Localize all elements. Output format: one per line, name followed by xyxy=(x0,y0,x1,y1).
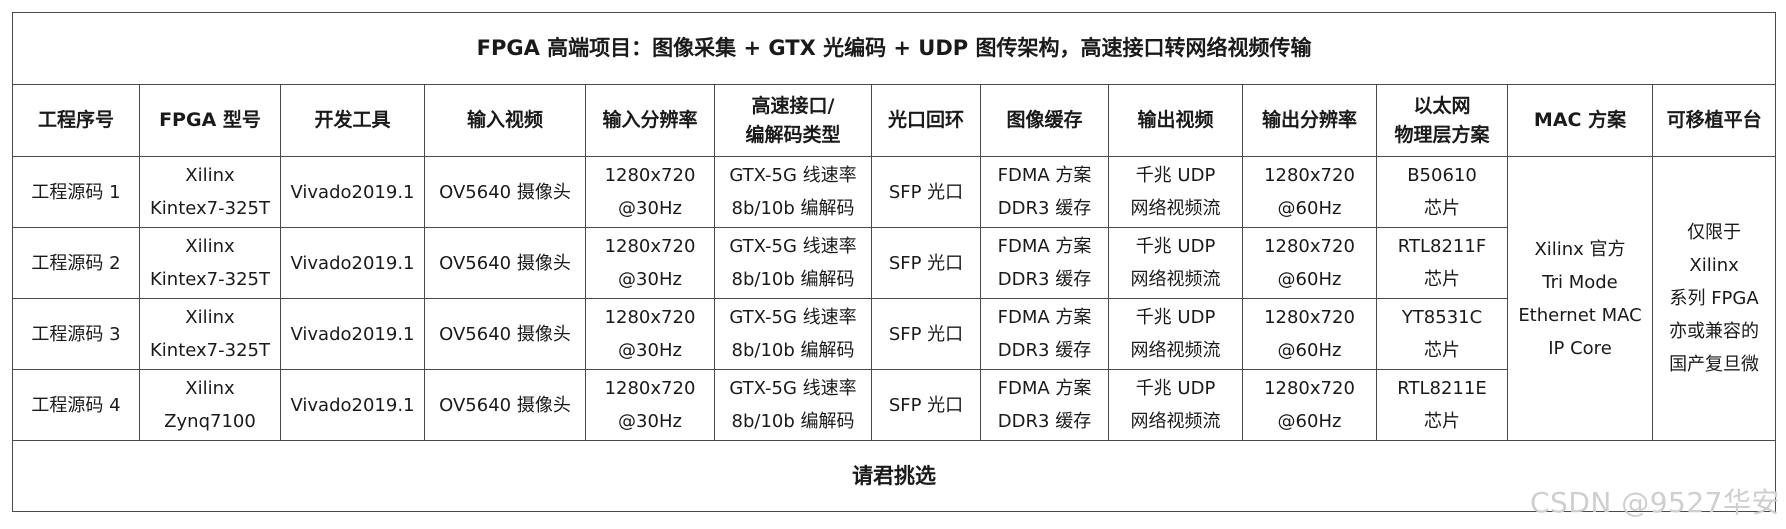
cell-phy: YT8531C 芯片 xyxy=(1376,298,1508,370)
table-footer: 请君挑选 xyxy=(11,440,1777,512)
header-portable-platform: 可移植平台 xyxy=(1651,84,1777,157)
header-output-video: 输出视频 xyxy=(1108,84,1243,157)
cell-output-video: 千兆 UDP 网络视频流 xyxy=(1108,369,1243,441)
cell-tool: Vivado2019.1 xyxy=(280,369,425,441)
cell-input-video: OV5640 摄像头 xyxy=(424,298,586,370)
cell-output-video: 千兆 UDP 网络视频流 xyxy=(1108,227,1243,299)
cell-project: 工程源码 4 xyxy=(12,369,140,441)
project-comparison-table: FPGA 高端项目：图像采集 + GTX 光编码 + UDP 图传架构，高速接口… xyxy=(11,12,1777,512)
header-dev-tool: 开发工具 xyxy=(280,84,425,157)
cell-loopback: SFP 光口 xyxy=(871,227,981,299)
table-row: 工程源码 4 Xilinx Zynq7100 Vivado2019.1 OV56… xyxy=(12,369,1776,441)
cell-output-video: 千兆 UDP 网络视频流 xyxy=(1108,298,1243,370)
cell-buffer: FDMA 方案 DDR3 缓存 xyxy=(980,298,1109,370)
cell-input-resolution: 1280x720 @30Hz xyxy=(585,298,715,370)
cell-tool: Vivado2019.1 xyxy=(280,227,425,299)
cell-tool: Vivado2019.1 xyxy=(280,156,425,228)
table-row: 工程源码 2 Xilinx Kintex7-325T Vivado2019.1 … xyxy=(12,227,1776,299)
cell-mac-scheme: Xilinx 官方 Tri Mode Ethernet MAC IP Core xyxy=(1507,156,1653,441)
cell-portable-platform: 仅限于 Xilinx 系列 FPGA 亦或兼容的 国产复旦微 xyxy=(1651,156,1777,441)
cell-input-video: OV5640 摄像头 xyxy=(424,156,586,228)
header-mac-scheme: MAC 方案 xyxy=(1507,84,1653,157)
cell-input-resolution: 1280x720 @30Hz xyxy=(585,156,715,228)
cell-output-resolution: 1280x720 @60Hz xyxy=(1242,156,1377,228)
cell-interface: GTX-5G 线速率 8b/10b 编解码 xyxy=(714,227,872,299)
cell-phy: RTL8211F 芯片 xyxy=(1376,227,1508,299)
cell-loopback: SFP 光口 xyxy=(871,298,981,370)
header-optical-loopback: 光口回环 xyxy=(871,84,981,157)
cell-phy: RTL8211E 芯片 xyxy=(1376,369,1508,441)
cell-output-video: 千兆 UDP 网络视频流 xyxy=(1108,156,1243,228)
cell-buffer: FDMA 方案 DDR3 缓存 xyxy=(980,227,1109,299)
header-image-buffer: 图像缓存 xyxy=(980,84,1109,157)
header-ethernet-phy: 以太网 物理层方案 xyxy=(1376,84,1508,157)
cell-buffer: FDMA 方案 DDR3 缓存 xyxy=(980,156,1109,228)
cell-fpga: Xilinx Kintex7-325T xyxy=(139,156,281,228)
cell-project: 工程源码 1 xyxy=(12,156,140,228)
cell-fpga: Xilinx Zynq7100 xyxy=(139,369,281,441)
header-project-id: 工程序号 xyxy=(12,84,140,157)
cell-buffer: FDMA 方案 DDR3 缓存 xyxy=(980,369,1109,441)
header-fpga-model: FPGA 型号 xyxy=(139,84,281,157)
header-input-video: 输入视频 xyxy=(424,84,586,157)
footer-row: 请君挑选 xyxy=(11,440,1777,512)
cell-fpga: Xilinx Kintex7-325T xyxy=(139,227,281,299)
cell-fpga: Xilinx Kintex7-325T xyxy=(139,298,281,370)
cell-output-resolution: 1280x720 @60Hz xyxy=(1242,227,1377,299)
cell-output-resolution: 1280x720 @60Hz xyxy=(1242,298,1377,370)
cell-project: 工程源码 2 xyxy=(12,227,140,299)
cell-input-resolution: 1280x720 @30Hz xyxy=(585,369,715,441)
cell-output-resolution: 1280x720 @60Hz xyxy=(1242,369,1377,441)
title-row: FPGA 高端项目：图像采集 + GTX 光编码 + UDP 图传架构，高速接口… xyxy=(11,12,1777,85)
table-row: 工程源码 3 Xilinx Kintex7-325T Vivado2019.1 … xyxy=(12,298,1776,370)
cell-loopback: SFP 光口 xyxy=(871,369,981,441)
cell-interface: GTX-5G 线速率 8b/10b 编解码 xyxy=(714,298,872,370)
cell-project: 工程源码 3 xyxy=(12,298,140,370)
cell-interface: GTX-5G 线速率 8b/10b 编解码 xyxy=(714,369,872,441)
header-output-resolution: 输出分辨率 xyxy=(1242,84,1377,157)
table-title: FPGA 高端项目：图像采集 + GTX 光编码 + UDP 图传架构，高速接口… xyxy=(11,12,1777,85)
header-interface-type: 高速接口/ 编解码类型 xyxy=(714,84,872,157)
cell-tool: Vivado2019.1 xyxy=(280,298,425,370)
cell-input-video: OV5640 摄像头 xyxy=(424,369,586,441)
header-row: 工程序号 FPGA 型号 开发工具 输入视频 输入分辨率 高速接口/ 编解码类型… xyxy=(12,84,1777,157)
cell-loopback: SFP 光口 xyxy=(871,156,981,228)
csdn-watermark: CSDN @9527华安 xyxy=(1530,486,1780,519)
cell-interface: GTX-5G 线速率 8b/10b 编解码 xyxy=(714,156,872,228)
cell-input-video: OV5640 摄像头 xyxy=(424,227,586,299)
table-row: 工程源码 1 Xilinx Kintex7-325T Vivado2019.1 … xyxy=(12,156,1777,441)
cell-phy: B50610 芯片 xyxy=(1376,156,1508,228)
header-input-resolution: 输入分辨率 xyxy=(585,84,715,157)
cell-input-resolution: 1280x720 @30Hz xyxy=(585,227,715,299)
